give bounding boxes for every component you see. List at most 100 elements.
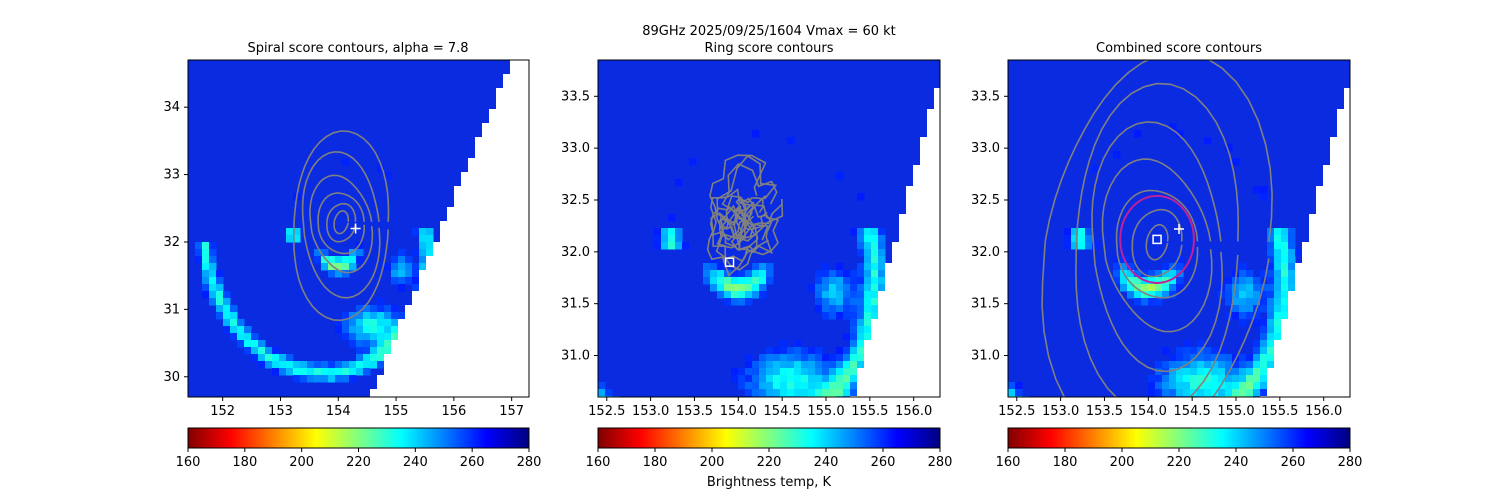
heatmap-cell (503, 95, 511, 103)
heatmap-cell (1239, 361, 1247, 369)
heatmap-cell (1218, 354, 1226, 362)
heatmap-cell (836, 368, 844, 376)
heatmap-cell (419, 249, 427, 257)
heatmap-cell (349, 340, 357, 348)
heatmap-cell (1204, 347, 1212, 355)
heatmap-cell (405, 333, 413, 341)
heatmap-cell (871, 375, 879, 383)
heatmap-cell (682, 242, 690, 250)
x-tick-label: 156.0 (895, 404, 932, 419)
heatmap-cell (1183, 368, 1191, 376)
y-tick-label: 32.5 (561, 193, 590, 208)
heatmap-cell (892, 319, 900, 327)
heatmap-cell (475, 347, 483, 355)
heatmap-cell (391, 305, 399, 313)
heatmap-cell (1309, 354, 1317, 362)
heatmap-cell (524, 263, 529, 271)
heatmap-cell (1309, 270, 1317, 278)
heatmap-cell (920, 375, 928, 383)
heatmap-cell (454, 333, 462, 341)
heatmap-cell (920, 151, 928, 159)
heatmap-cell (377, 389, 385, 397)
heatmap-cell (913, 298, 921, 306)
heatmap-cell (1267, 340, 1275, 348)
heatmap-cell (503, 130, 511, 138)
heatmap-cell (454, 375, 462, 383)
heatmap-cell (419, 340, 427, 348)
heatmap-cell (503, 221, 511, 229)
x-tick-label: 155.5 (1261, 404, 1298, 419)
heatmap-cell (286, 361, 294, 369)
heatmap-cell (787, 361, 795, 369)
heatmap-cell (934, 88, 940, 96)
heatmap-cell (1253, 347, 1261, 355)
x-tick-label: 153.0 (1042, 404, 1079, 419)
heatmap-cell (871, 361, 879, 369)
heatmap-cell (503, 74, 511, 82)
heatmap-cell (1330, 326, 1338, 334)
heatmap-cell (482, 333, 490, 341)
heatmap-cell (1120, 263, 1128, 271)
heatmap-cell (843, 368, 851, 376)
heatmap-cell (913, 263, 921, 271)
heatmap-cell (1288, 284, 1296, 292)
heatmap-cell (1316, 340, 1324, 348)
heatmap-cell (377, 340, 385, 348)
heatmap-cell (489, 235, 497, 243)
heatmap-cell (759, 375, 767, 383)
heatmap-cell (1127, 277, 1135, 285)
heatmap-cell (468, 172, 476, 180)
heatmap-cell (489, 200, 497, 208)
heatmap-cell (517, 137, 525, 145)
heatmap-cell (510, 389, 518, 397)
heatmap-cell (899, 389, 907, 397)
heatmap-cell (934, 200, 940, 208)
heatmap-cell (279, 361, 287, 369)
heatmap-cell (482, 326, 490, 334)
heatmap-cell (216, 298, 224, 306)
heatmap-cell (503, 382, 511, 390)
heatmap-cell (489, 123, 497, 131)
heatmap-cell (710, 263, 718, 271)
heatmap-cell (363, 354, 371, 362)
heatmap-cell (475, 242, 483, 250)
heatmap-layer (1008, 60, 1350, 397)
heatmap-cell (524, 242, 529, 250)
heatmap-cell (461, 277, 469, 285)
heatmap-cell (482, 200, 490, 208)
heatmap-cell (398, 263, 406, 271)
heatmap-cell (745, 284, 753, 292)
heatmap-cell (524, 284, 529, 292)
heatmap-cell (724, 291, 732, 299)
heatmap-cell (391, 361, 399, 369)
heatmap-cell (363, 305, 371, 313)
heatmap-cell (857, 298, 865, 306)
heatmap-cell (1344, 158, 1350, 166)
heatmap-cell (202, 270, 210, 278)
heatmap-cell (927, 242, 935, 250)
heatmap-cell (1183, 347, 1191, 355)
y-tick-label: 33 (163, 168, 180, 183)
heatmap-cell (342, 375, 350, 383)
heatmap-cell (871, 298, 879, 306)
heatmap-cell (1288, 368, 1296, 376)
heatmap-cell (1344, 361, 1350, 369)
colorbar-gradient (597, 427, 941, 449)
heatmap-cell (1274, 291, 1282, 299)
heatmap-cell (1337, 305, 1345, 313)
heatmap-cell (433, 347, 441, 355)
heatmap-cell (1309, 221, 1317, 229)
heatmap-cell (475, 340, 483, 348)
heatmap-cell (349, 319, 357, 327)
colorbar-tick-label: 260 (460, 455, 485, 470)
heatmap-cell (1288, 319, 1296, 327)
heatmap-cell (1316, 228, 1324, 236)
heatmap-cell (468, 179, 476, 187)
heatmap-cell (675, 235, 683, 243)
heatmap-cell (787, 354, 795, 362)
heatmap-cell (370, 354, 378, 362)
heatmap-cell (1288, 270, 1296, 278)
heatmap-cell (668, 228, 676, 236)
heatmap-cell (1232, 291, 1240, 299)
heatmap-cell (1330, 277, 1338, 285)
